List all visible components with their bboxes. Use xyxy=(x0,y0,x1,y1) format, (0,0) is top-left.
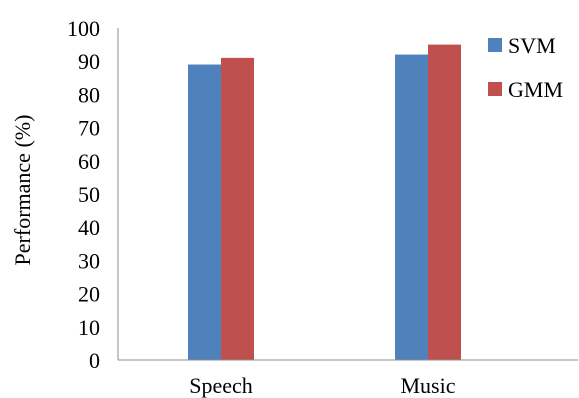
legend-label-svm: SVM xyxy=(508,33,556,58)
y-tick-label: 50 xyxy=(78,182,100,207)
bar-gmm-speech xyxy=(221,57,254,360)
y-tick-label: 40 xyxy=(78,215,100,240)
y-axis-ticks: 0 10 20 30 40 50 60 70 80 90 100 xyxy=(67,16,100,373)
legend-swatch-gmm xyxy=(488,82,502,96)
y-tick-label: 10 xyxy=(78,315,100,340)
bars xyxy=(188,44,461,361)
y-tick-label: 0 xyxy=(89,348,100,373)
x-category-label: Speech xyxy=(189,373,253,398)
y-tick-label: 90 xyxy=(78,49,100,74)
y-tick-label: 70 xyxy=(78,116,100,141)
bar-svm-speech xyxy=(188,64,221,361)
y-tick-label: 100 xyxy=(67,16,100,41)
y-tick-label: 60 xyxy=(78,149,100,174)
bar-gmm-music xyxy=(428,44,461,360)
y-tick-label: 30 xyxy=(78,248,100,273)
legend-swatch-svm xyxy=(488,38,502,52)
y-axis-title: Performance (%) xyxy=(10,115,35,266)
x-axis-labels: Speech Music xyxy=(189,373,456,398)
legend: SVM GMM xyxy=(488,33,563,102)
bar-svm-music xyxy=(395,54,428,361)
y-tick-label: 80 xyxy=(78,82,100,107)
x-category-label: Music xyxy=(401,373,456,398)
y-tick-label: 20 xyxy=(78,282,100,307)
legend-label-gmm: GMM xyxy=(508,77,563,102)
